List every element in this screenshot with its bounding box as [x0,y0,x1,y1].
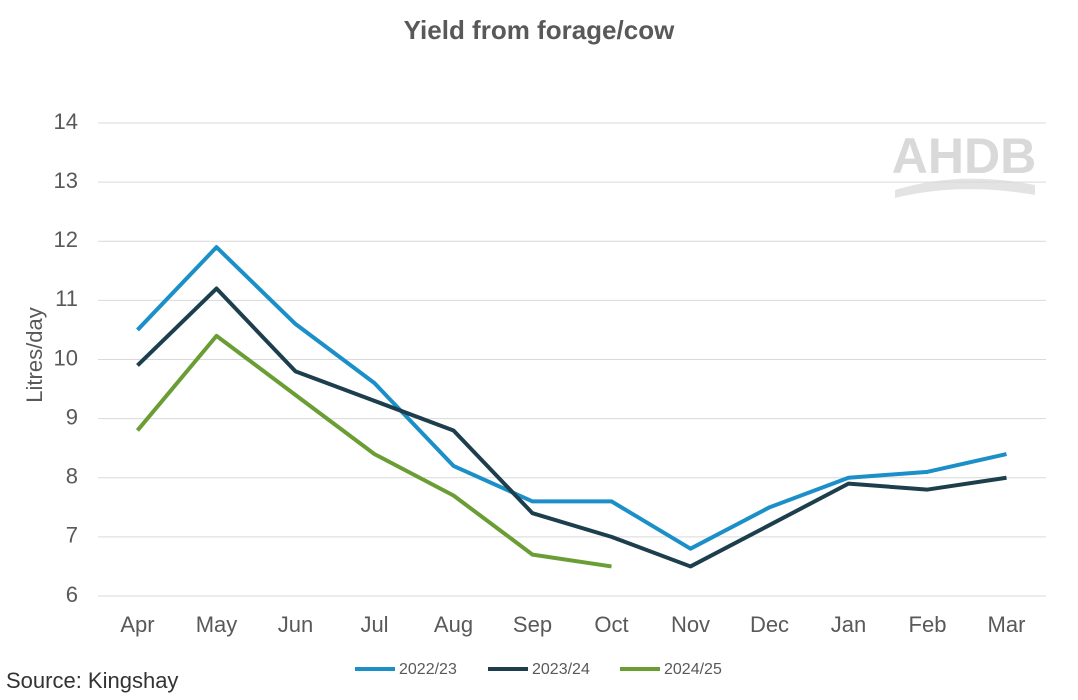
y-tick-label: 10 [54,345,78,370]
y-tick-label: 13 [54,168,78,193]
chart-title: Yield from forage/cow [404,15,675,45]
y-axis-label: Litres/day [22,307,47,402]
x-tick-label: Jul [360,612,388,637]
y-tick-label: 11 [55,286,78,311]
x-tick-label: Apr [120,612,154,637]
y-tick-label: 6 [66,582,78,607]
series-line [135,333,612,569]
x-tick-label: Jun [278,612,313,637]
y-tick-label: 9 [66,404,78,429]
legend-label: 2023/24 [532,661,590,678]
x-tick-label: Aug [434,612,473,637]
legend-label: 2022/23 [399,661,457,678]
y-tick-label: 14 [54,109,78,134]
series-line [136,245,1007,551]
y-tick-label: 8 [66,464,78,489]
x-tick-label: Sep [513,612,552,637]
logo-swoosh [895,178,1035,198]
source: Source: Kingshay [6,668,178,693]
x-tick-label: Feb [909,612,947,637]
x-tick-label: Nov [671,612,710,637]
x-tick-label: Jan [831,612,866,637]
legend-label: 2024/25 [664,661,722,678]
x-tick-label: Oct [594,612,628,637]
logo: AHDB [892,128,1036,184]
series-line [136,286,1007,569]
y-tick-label: 12 [54,227,78,252]
x-tick-label: Dec [750,612,789,637]
y-tick-label: 7 [66,523,78,548]
x-tick-label: Mar [988,612,1026,637]
x-tick-label: May [196,612,238,637]
